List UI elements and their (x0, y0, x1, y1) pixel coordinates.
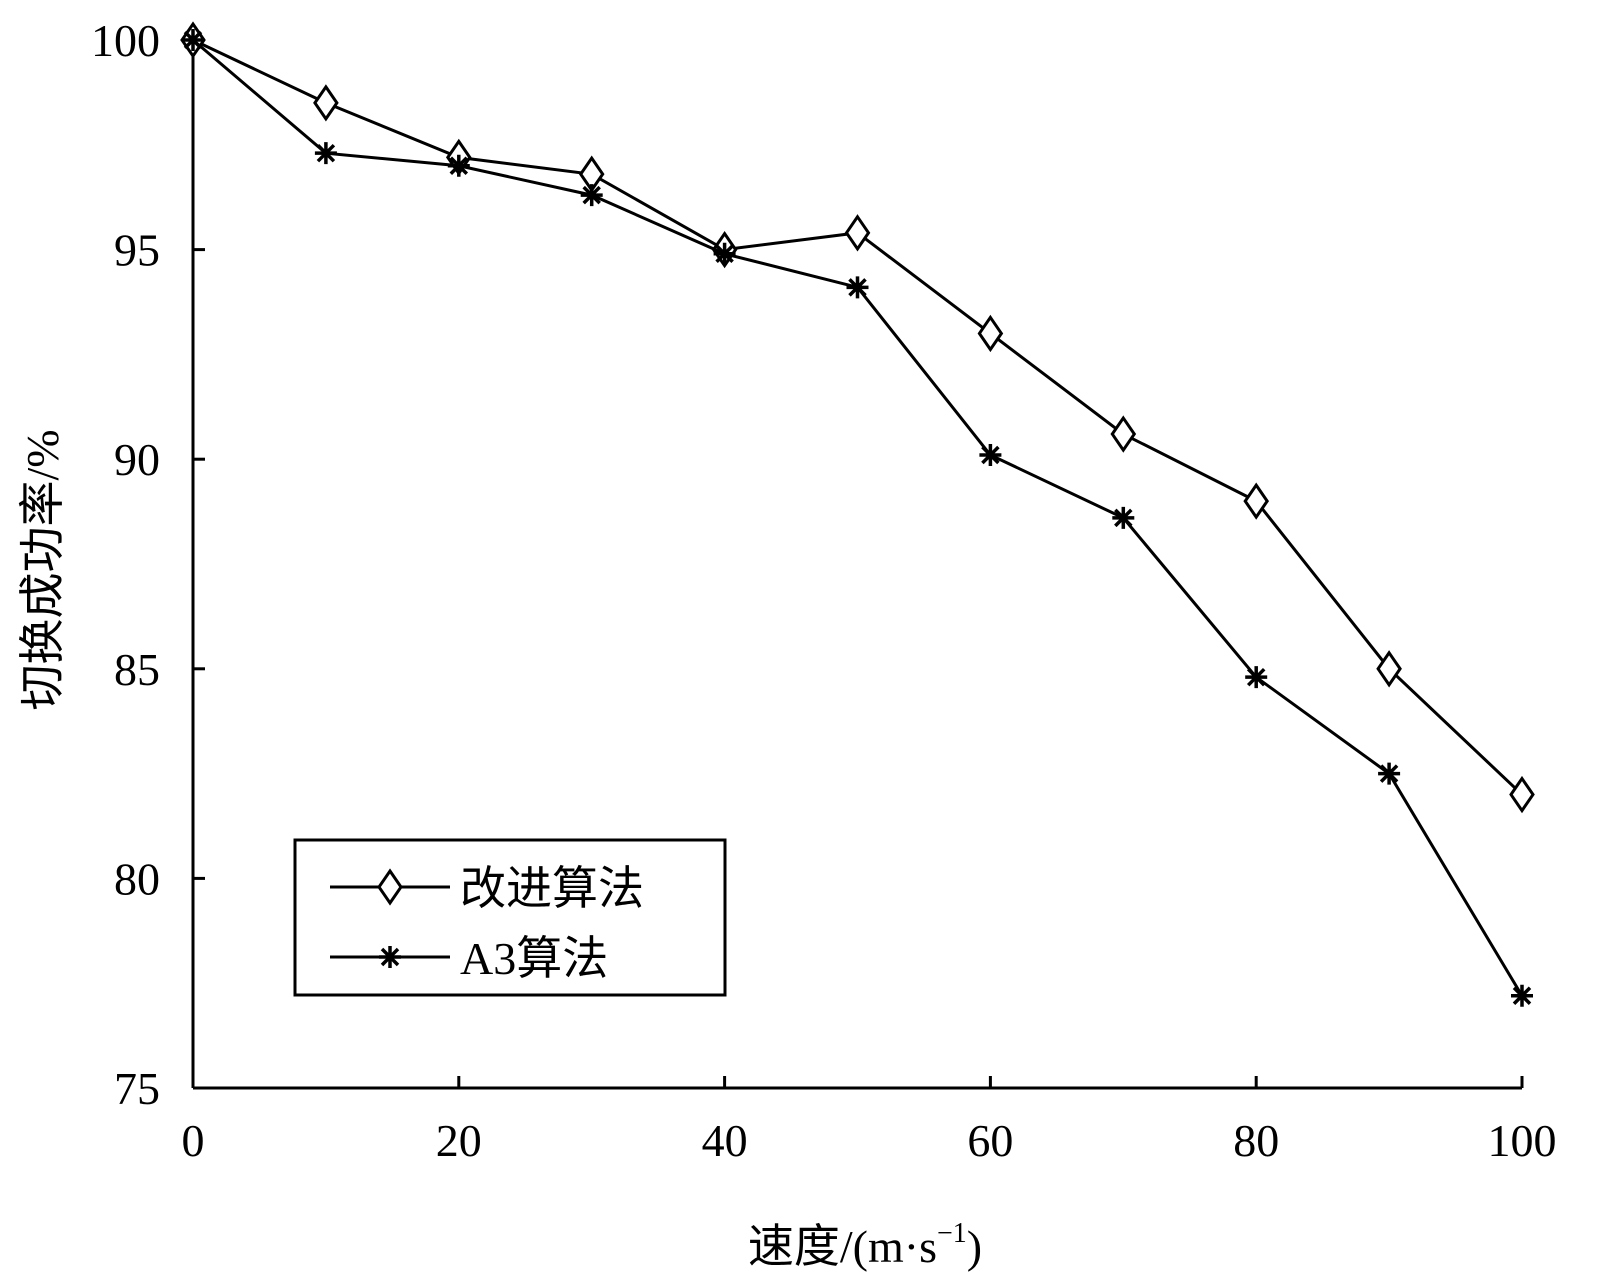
series-group (180, 21, 1535, 1007)
diamond-marker (1376, 650, 1402, 688)
y-tick-label: 80 (114, 853, 160, 904)
asterisk-marker (314, 142, 337, 165)
asterisk-marker (979, 444, 1002, 467)
y-tick-label: 75 (114, 1063, 160, 1114)
legend: 改进算法 A3算法 (293, 838, 727, 997)
x-tick-label: 20 (436, 1115, 482, 1166)
legend-label: A3算法 (460, 933, 608, 984)
asterisk-marker (447, 154, 470, 177)
x-tick-label: 80 (1233, 1115, 1279, 1166)
asterisk-marker (182, 29, 204, 51)
series-improved (180, 21, 1535, 814)
legend-label: 改进算法 (460, 863, 644, 914)
y-tick-label: 100 (91, 15, 160, 66)
x-tick-label: 100 (1488, 1115, 1557, 1166)
diamond-marker (977, 314, 1004, 353)
diamond-marker (377, 868, 403, 906)
asterisk-marker (713, 242, 736, 265)
axes: 0 20 40 60 80 100 75 80 85 90 95 100 (91, 15, 1557, 1166)
y-axis-label: 切换成功率/% (17, 429, 68, 710)
y-tick-label: 90 (114, 434, 160, 485)
asterisk-marker (1378, 762, 1401, 785)
diamond-marker (1509, 775, 1535, 814)
diamond-marker (1243, 482, 1270, 520)
x-tick-label: 60 (967, 1115, 1013, 1166)
asterisk-marker (1245, 666, 1268, 689)
x-tick-label: 0 (182, 1115, 205, 1166)
asterisk-marker (1511, 984, 1533, 1007)
asterisk-marker (379, 946, 401, 968)
series-a3 (182, 29, 1533, 1007)
diamond-marker (844, 214, 871, 252)
x-axis-label-superscript: −1 (937, 1218, 967, 1249)
x-tick-label: 40 (702, 1115, 748, 1166)
asterisk-marker (846, 276, 869, 299)
diamond-marker (313, 84, 339, 122)
asterisk-marker (1112, 506, 1135, 529)
asterisk-marker (580, 184, 603, 207)
x-axis-label: 速度/(m·s−1) (748, 1218, 982, 1272)
series-line (192, 38, 1524, 796)
y-tick-label: 85 (114, 644, 160, 695)
legend-box (293, 838, 727, 997)
y-tick-label: 95 (114, 225, 160, 276)
diamond-marker (1110, 415, 1137, 453)
